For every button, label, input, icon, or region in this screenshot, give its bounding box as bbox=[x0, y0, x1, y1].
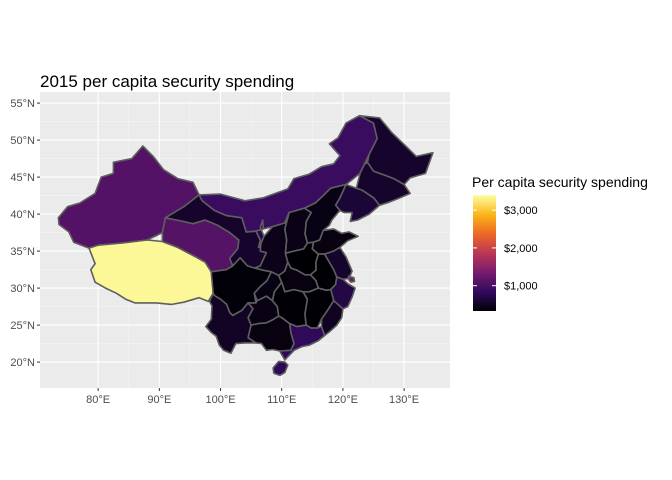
y-tick-label: 40°N bbox=[10, 209, 35, 221]
region-shanghai bbox=[347, 275, 356, 283]
y-tick-label: 50°N bbox=[10, 135, 35, 147]
region-guangdong bbox=[279, 322, 326, 361]
y-tick-label: 45°N bbox=[10, 172, 35, 184]
legend: Per capita security spending $3,000 $2,00… bbox=[472, 174, 648, 311]
map-regions bbox=[57, 114, 434, 377]
legend-title: Per capita security spending bbox=[472, 174, 648, 190]
x-tick-label: 90°E bbox=[147, 394, 171, 406]
axes: 80°E 90°E 100°E 110°E 120°E 130°E 20°N 25°N 30°N… bbox=[10, 98, 419, 406]
x-tick-label: 120°E bbox=[328, 394, 358, 406]
x-tick-label: 110°E bbox=[267, 394, 296, 406]
y-tick-label: 55°N bbox=[10, 98, 35, 110]
legend-ticks: $3,000 $2,000 $1,000 bbox=[473, 205, 538, 293]
x-tick-label: 80°E bbox=[86, 394, 110, 406]
x-tick-label: 130°E bbox=[389, 394, 419, 406]
legend-label: $1,000 bbox=[504, 281, 538, 293]
legend-label: $2,000 bbox=[504, 243, 538, 255]
y-tick-label: 25°N bbox=[10, 320, 35, 332]
y-tick-label: 35°N bbox=[10, 246, 35, 258]
x-tick-label: 100°E bbox=[205, 394, 235, 406]
region-zhejiang bbox=[329, 276, 356, 310]
y-tick-label: 20°N bbox=[10, 357, 35, 369]
region-tibet bbox=[88, 239, 214, 306]
region-fujian bbox=[320, 299, 344, 337]
region-hainan bbox=[272, 360, 289, 377]
legend-label: $3,000 bbox=[504, 205, 538, 217]
y-tick-label: 30°N bbox=[10, 283, 35, 295]
chart-title: 2015 per capita security spending bbox=[40, 72, 294, 91]
legend-colorbar bbox=[473, 195, 496, 311]
